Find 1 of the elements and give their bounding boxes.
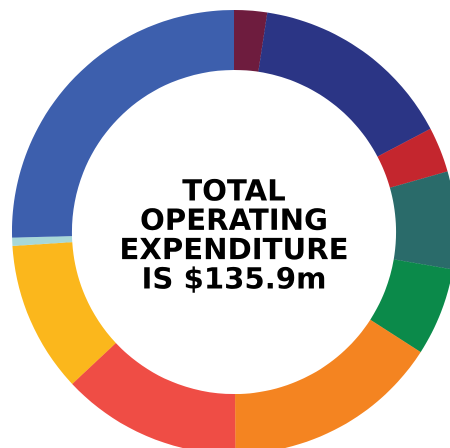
text: TOTAL OPERATING EXPENDITURE IS $135.9m	[122, 178, 346, 293]
